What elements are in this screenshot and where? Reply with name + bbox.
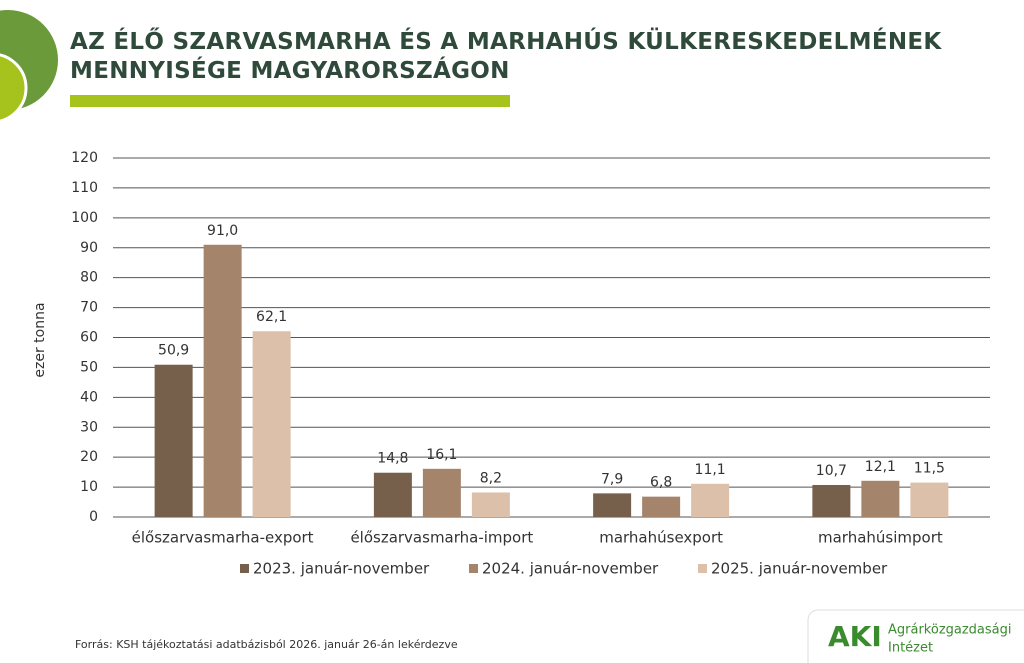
- y-tick-label: 20: [80, 449, 98, 465]
- logo-name: Intézet: [888, 641, 933, 656]
- x-tick-label: élőszarvasmarha-export: [132, 529, 314, 547]
- y-axis-label: ezer tonna: [32, 302, 48, 377]
- bar: [861, 480, 900, 517]
- value-label: 16,1: [426, 447, 457, 463]
- value-label: 6,8: [650, 475, 672, 491]
- legend-label: 2025. január-november: [711, 560, 888, 578]
- chart-title: AZ ÉLŐ SZARVASMARHA ÉS A MARHAHÚS KÜLKER…: [70, 29, 942, 84]
- legend-label: 2023. január-november: [253, 560, 430, 578]
- bar: [203, 244, 242, 517]
- value-label: 11,5: [914, 461, 945, 477]
- bar: [812, 484, 851, 517]
- logo-abbr: AKI: [828, 620, 882, 653]
- value-label: 11,1: [695, 462, 726, 478]
- y-tick-label: 60: [80, 330, 98, 346]
- y-tick-label: 80: [80, 270, 98, 286]
- value-label: 50,9: [158, 343, 189, 359]
- value-label: 62,1: [256, 309, 287, 325]
- legend-label: 2024. január-november: [482, 560, 659, 578]
- legend-swatch: [240, 564, 249, 573]
- y-tick-label: 70: [80, 300, 98, 316]
- y-tick-label: 40: [80, 389, 98, 405]
- bar: [373, 472, 412, 517]
- bar: [642, 496, 681, 517]
- bar: [154, 364, 193, 517]
- y-tick-label: 100: [71, 210, 98, 226]
- value-label: 91,0: [207, 223, 238, 239]
- y-tick-label: 0: [89, 509, 98, 525]
- x-tick-label: marhahúsexport: [599, 529, 723, 547]
- y-tick-label: 110: [71, 180, 98, 196]
- x-tick-label: élőszarvasmarha-import: [350, 529, 533, 547]
- legend-swatch: [469, 564, 478, 573]
- value-label: 14,8: [377, 451, 408, 467]
- y-tick-label: 10: [80, 479, 98, 495]
- value-label: 7,9: [601, 471, 623, 487]
- x-tick-label: marhahúsimport: [818, 529, 943, 547]
- bar: [593, 493, 632, 517]
- logo-name: Agrárközgazdasági: [888, 623, 1012, 638]
- logo-box: [807, 609, 1024, 663]
- bar: [691, 483, 730, 517]
- y-tick-label: 50: [80, 359, 98, 375]
- y-tick-label: 30: [80, 419, 98, 435]
- y-tick-label: 120: [71, 150, 98, 166]
- legend-swatch: [698, 564, 707, 573]
- decor-circle: [0, 53, 28, 123]
- source: Forrás: KSH tájékoztatási adatbázisból 2…: [75, 638, 458, 651]
- bar: [471, 492, 510, 517]
- bar: [252, 331, 291, 517]
- value-label: 8,2: [480, 470, 502, 486]
- value-label: 10,7: [816, 463, 847, 479]
- y-tick-label: 90: [80, 240, 98, 256]
- bar: [422, 468, 461, 517]
- bar: [910, 482, 949, 517]
- title-underline: [70, 95, 510, 107]
- value-label: 12,1: [865, 459, 896, 475]
